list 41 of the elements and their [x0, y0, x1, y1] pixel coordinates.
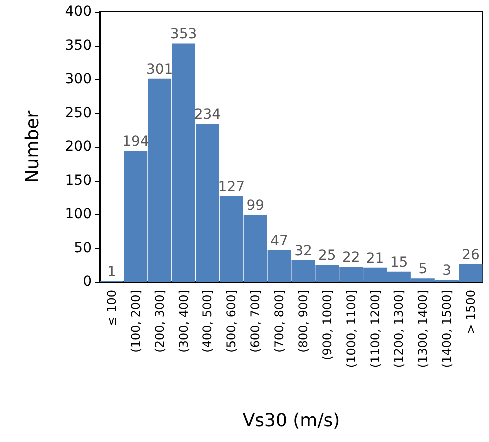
y-tick-label: 400: [65, 4, 92, 20]
x-tick-label: (900, 1000]: [320, 290, 334, 360]
x-tick-label: (1000, 1100]: [344, 290, 358, 368]
x-tick-label: (1300, 1400]: [416, 290, 430, 368]
y-tick-label: 150: [65, 172, 92, 189]
x-tick-label: (200, 300]: [152, 290, 167, 353]
data-label: 15: [390, 254, 408, 271]
x-tick-label: (100, 200]: [128, 290, 143, 353]
x-tick-label: (400, 500]: [200, 290, 215, 353]
data-label: 353: [170, 26, 198, 43]
y-tick-label: 0: [83, 274, 92, 290]
x-tick-label: (700, 800]: [272, 290, 287, 353]
x-tick-label: (1200, 1300]: [392, 290, 406, 368]
data-label: 99: [246, 198, 265, 214]
x-tick-label: (600, 700]: [248, 290, 263, 353]
y-tick-label: 100: [65, 206, 92, 222]
x-tick-label: (500, 600]: [224, 290, 239, 353]
data-label: 26: [462, 247, 480, 264]
x-tick-label: ≤ 100: [104, 290, 119, 327]
y-tick-label: 50: [74, 240, 92, 256]
data-label: 32: [294, 243, 312, 260]
x-tick-label: (300, 400]: [176, 290, 191, 353]
y-tick-label: 250: [65, 105, 92, 122]
x-tick-label: (800, 900]: [296, 290, 310, 353]
y-tick-label: 350: [65, 38, 92, 54]
x-tick-label: > 1500: [464, 290, 478, 334]
x-tick-label: (1400, 1500]: [440, 290, 454, 368]
data-label: 21: [366, 250, 384, 267]
data-label: 47: [270, 233, 288, 250]
y-tick-label: 300: [65, 72, 92, 88]
data-label: 22: [342, 250, 360, 266]
x-axis-title: Vs30 (m/s): [242, 410, 340, 432]
data-label: 1: [108, 264, 116, 280]
x-tick-label: (1100, 1200]: [368, 290, 382, 368]
y-tick-label: 200: [65, 139, 92, 155]
y-axis-title: Number: [22, 110, 44, 184]
data-label: 127: [218, 179, 246, 196]
data-label: 301: [146, 62, 174, 78]
data-label: 3: [442, 262, 452, 279]
data-label: 5: [418, 262, 428, 278]
data-label: 25: [318, 248, 336, 264]
